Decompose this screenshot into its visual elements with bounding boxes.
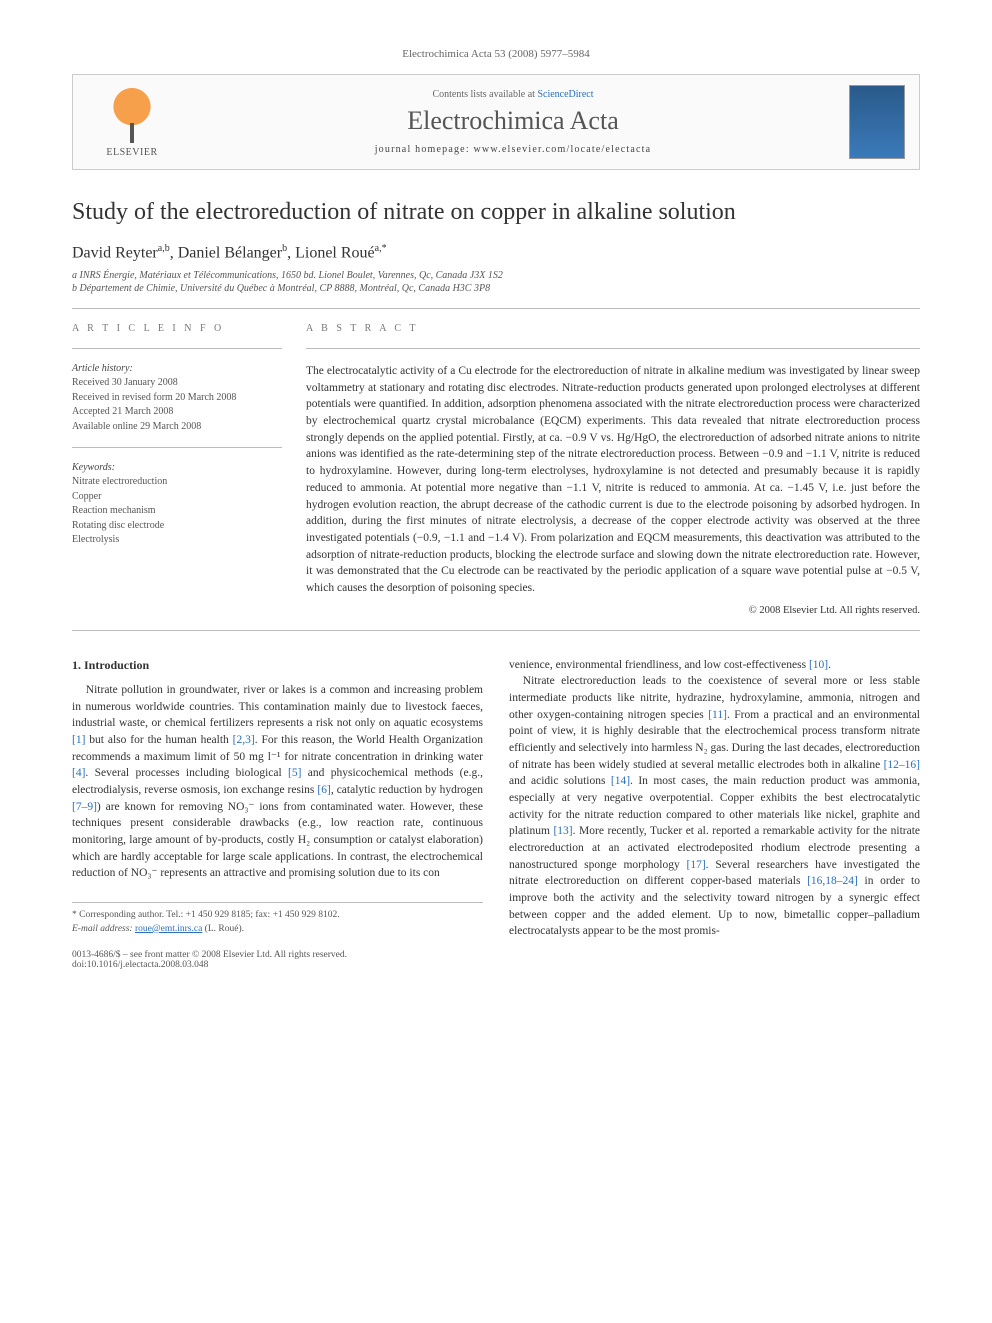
abstract-text: The electrocatalytic activity of a Cu el… [306,363,920,596]
keywords-label: Keywords: [72,462,282,473]
ref-11[interactable]: [11] [708,709,727,721]
ref-6[interactable]: [6] [317,784,330,796]
journal-title: Electrochimica Acta [177,106,849,136]
keyword-2: Copper [72,490,282,504]
email-suffix: (L. Roué). [202,924,244,934]
running-citation: Electrochimica Acta 53 (2008) 5977–5984 [72,48,920,60]
history-label: Article history: [72,363,282,374]
history-revised: Received in revised form 20 March 2008 [72,391,282,405]
author-1-affil: a,b [158,243,170,254]
contents-available-line: Contents lists available at ScienceDirec… [177,89,849,100]
divider-top [72,308,920,309]
article-title: Study of the electroreduction of nitrate… [72,198,920,227]
info-abstract-row: A R T I C L E I N F O Article history: R… [72,323,920,615]
history-received: Received 30 January 2008 [72,376,282,390]
ref-10[interactable]: [10] [809,659,828,671]
body-column-right: venience, environmental friendliness, an… [509,657,920,940]
body-two-columns: 1. Introduction Nitrate pollution in gro… [72,657,920,940]
article-info-column: A R T I C L E I N F O Article history: R… [72,323,282,615]
publisher-name: ELSEVIER [106,147,157,158]
ref-4[interactable]: [4] [72,767,85,779]
elsevier-tree-icon [104,87,160,143]
publisher-logo-col: ELSEVIER [87,87,177,158]
abstract-column: A B S T R A C T The electrocatalytic act… [306,323,920,615]
homepage-label: journal homepage: [375,144,474,155]
front-matter-line: 0013-4686/$ – see front matter © 2008 El… [72,950,920,960]
intro-text-1a: Nitrate pollution in groundwater, river … [72,684,483,729]
corr-author-line: * Corresponding author. Tel.: +1 450 929… [72,909,483,923]
intro-text-1b: but also for the human health [85,734,232,746]
corr-email-link[interactable]: roue@emt.inrs.ca [135,924,202,934]
ref-16-18-24[interactable]: [16,18–24] [807,875,858,887]
ref-12-16[interactable]: [12–16] [884,759,920,771]
author-list: David Reytera,b, Daniel Bélangerb, Lione… [72,243,920,262]
contents-prefix: Contents lists available at [432,89,537,100]
article-info-heading: A R T I C L E I N F O [72,323,282,334]
intro-paragraph-2: Nitrate electroreduction leads to the co… [509,673,920,940]
journal-header-center: Contents lists available at ScienceDirec… [177,89,849,155]
history-accepted: Accepted 21 March 2008 [72,405,282,419]
divider-abstract [306,348,920,349]
intro-paragraph-1-cont: venience, environmental friendliness, an… [509,657,920,674]
affiliation-a: a INRS Énergie, Matériaux et Télécommuni… [72,270,920,281]
doi-footer: 0013-4686/$ – see front matter © 2008 El… [72,950,920,970]
divider-info-2 [72,447,282,448]
section-1-heading: 1. Introduction [72,657,483,674]
intro-text-1f: , catalytic reduction by hydrogen [331,784,483,796]
sciencedirect-link[interactable]: ScienceDirect [537,89,593,100]
keyword-3: Reaction mechanism [72,504,282,518]
ref-17[interactable]: [17] [687,859,706,871]
ref-7-9[interactable]: [7–9] [72,801,97,813]
author-1: David Reyter [72,244,158,261]
intro-text-2a: venience, environmental friendliness, an… [509,659,809,671]
ref-1[interactable]: [1] [72,734,85,746]
intro-text-2b: . [828,659,831,671]
journal-cover-thumbnail [849,85,905,159]
keyword-4: Rotating disc electrode [72,519,282,533]
author-3: , Lionel Roué [287,244,375,261]
doi-line: doi:10.1016/j.electacta.2008.03.048 [72,960,920,970]
article-history-block: Article history: Received 30 January 200… [72,363,282,433]
corr-email-line: E-mail address: roue@emt.inrs.ca (L. Rou… [72,923,483,937]
abstract-heading: A B S T R A C T [306,323,920,334]
divider-info-1 [72,348,282,349]
journal-homepage-line: journal homepage: www.elsevier.com/locat… [177,144,849,155]
body-column-left: 1. Introduction Nitrate pollution in gro… [72,657,483,940]
keyword-1: Nitrate electroreduction [72,475,282,489]
copyright-line: © 2008 Elsevier Ltd. All rights reserved… [306,605,920,616]
intro-paragraph-1: Nitrate pollution in groundwater, river … [72,682,483,882]
journal-header-box: ELSEVIER Contents lists available at Sci… [72,74,920,170]
ref-5[interactable]: [5] [288,767,301,779]
author-3-affil: a,* [375,243,387,254]
page-container: Electrochimica Acta 53 (2008) 5977–5984 … [0,0,992,1018]
intro-text-1g: ) are known for removing NO₃⁻ ions from … [72,801,483,880]
email-label: E-mail address: [72,924,135,934]
keywords-block: Keywords: Nitrate electroreduction Coppe… [72,462,282,547]
ref-13[interactable]: [13] [553,825,572,837]
history-online: Available online 29 March 2008 [72,420,282,434]
homepage-url: www.elsevier.com/locate/electacta [474,144,652,155]
keyword-5: Electrolysis [72,533,282,547]
affiliation-b: b Département de Chimie, Université du Q… [72,283,920,294]
intro-text-1d: . Several processes including biological [85,767,288,779]
author-2: , Daniel Bélanger [170,244,282,261]
corresponding-author-footnote: * Corresponding author. Tel.: +1 450 929… [72,902,483,937]
ref-14[interactable]: [14] [611,775,630,787]
ref-2-3[interactable]: [2,3] [233,734,255,746]
divider-bottom [72,630,920,631]
intro-text-3c: and acidic solutions [509,775,611,787]
